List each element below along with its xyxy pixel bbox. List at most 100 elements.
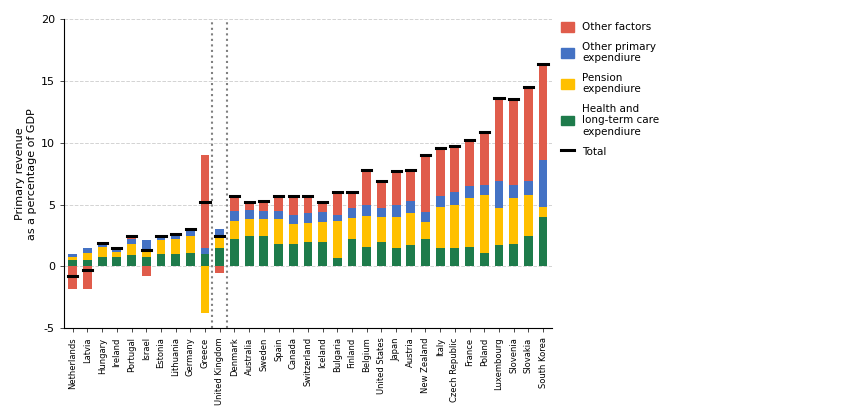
Bar: [142, 249, 151, 257]
Bar: [362, 205, 371, 216]
Bar: [113, 257, 121, 266]
Bar: [524, 195, 533, 236]
Bar: [127, 244, 136, 255]
Bar: [304, 223, 312, 242]
Bar: [392, 217, 400, 248]
Bar: [98, 243, 107, 247]
Bar: [83, 266, 92, 289]
Bar: [436, 148, 444, 196]
Bar: [201, 254, 209, 266]
Bar: [450, 147, 460, 192]
Bar: [494, 208, 504, 245]
Bar: [348, 239, 356, 266]
Bar: [245, 210, 254, 220]
Bar: [466, 247, 474, 266]
Bar: [406, 201, 416, 213]
Bar: [466, 140, 474, 186]
Bar: [127, 239, 136, 244]
Bar: [318, 212, 327, 222]
Bar: [142, 257, 151, 266]
Bar: [113, 248, 121, 252]
Bar: [436, 207, 444, 248]
Bar: [259, 201, 268, 211]
Bar: [274, 244, 283, 266]
Bar: [171, 254, 180, 266]
Bar: [538, 217, 548, 266]
Bar: [274, 196, 283, 211]
Bar: [348, 218, 356, 239]
Bar: [157, 254, 165, 266]
Bar: [436, 248, 444, 266]
Bar: [83, 253, 92, 260]
Bar: [480, 185, 488, 195]
Bar: [406, 213, 416, 245]
Bar: [510, 244, 518, 266]
Bar: [421, 155, 430, 212]
Bar: [377, 181, 386, 208]
Bar: [494, 181, 504, 208]
Bar: [333, 220, 342, 258]
Bar: [127, 236, 136, 239]
Bar: [69, 254, 77, 257]
Bar: [230, 211, 239, 220]
Bar: [230, 196, 239, 211]
Bar: [304, 242, 312, 266]
Bar: [201, 155, 209, 248]
Bar: [436, 196, 444, 207]
Bar: [450, 248, 460, 266]
Bar: [510, 100, 518, 185]
Bar: [362, 170, 371, 205]
Bar: [142, 266, 151, 276]
Bar: [421, 239, 430, 266]
Bar: [171, 239, 180, 254]
Bar: [289, 244, 298, 266]
Bar: [98, 257, 107, 266]
Bar: [98, 247, 107, 257]
Bar: [524, 236, 533, 266]
Bar: [69, 257, 77, 260]
Bar: [377, 208, 386, 217]
Bar: [83, 260, 92, 266]
Bar: [510, 198, 518, 244]
Bar: [406, 170, 416, 201]
Bar: [362, 216, 371, 247]
Bar: [127, 255, 136, 266]
Bar: [69, 260, 77, 266]
Bar: [215, 229, 224, 236]
Bar: [304, 213, 312, 223]
Bar: [494, 245, 504, 266]
Bar: [259, 211, 268, 220]
Bar: [480, 131, 488, 185]
Bar: [392, 248, 400, 266]
Bar: [201, 248, 209, 254]
Bar: [289, 196, 298, 215]
Bar: [157, 241, 165, 254]
Bar: [480, 195, 488, 253]
Bar: [348, 192, 356, 208]
Bar: [245, 202, 254, 210]
Bar: [245, 220, 254, 236]
Bar: [450, 205, 460, 248]
Bar: [186, 236, 195, 253]
Bar: [215, 236, 224, 248]
Bar: [142, 241, 151, 249]
Bar: [362, 247, 371, 266]
Bar: [113, 252, 121, 257]
Bar: [83, 248, 92, 253]
Bar: [392, 171, 400, 205]
Bar: [480, 253, 488, 266]
Bar: [333, 215, 342, 220]
Bar: [259, 236, 268, 266]
Bar: [215, 266, 224, 273]
Legend: Other factors, Other primary
expendiure, Pension
expendiure, Health and
long-ter: Other factors, Other primary expendiure,…: [557, 18, 663, 161]
Bar: [524, 87, 533, 181]
Y-axis label: Primary revenue
as a percentage of GDP: Primary revenue as a percentage of GDP: [15, 108, 36, 239]
Bar: [69, 266, 77, 289]
Bar: [538, 207, 548, 217]
Bar: [333, 258, 342, 266]
Bar: [304, 196, 312, 213]
Bar: [318, 242, 327, 266]
Bar: [186, 229, 195, 236]
Bar: [421, 222, 430, 239]
Bar: [318, 202, 327, 212]
